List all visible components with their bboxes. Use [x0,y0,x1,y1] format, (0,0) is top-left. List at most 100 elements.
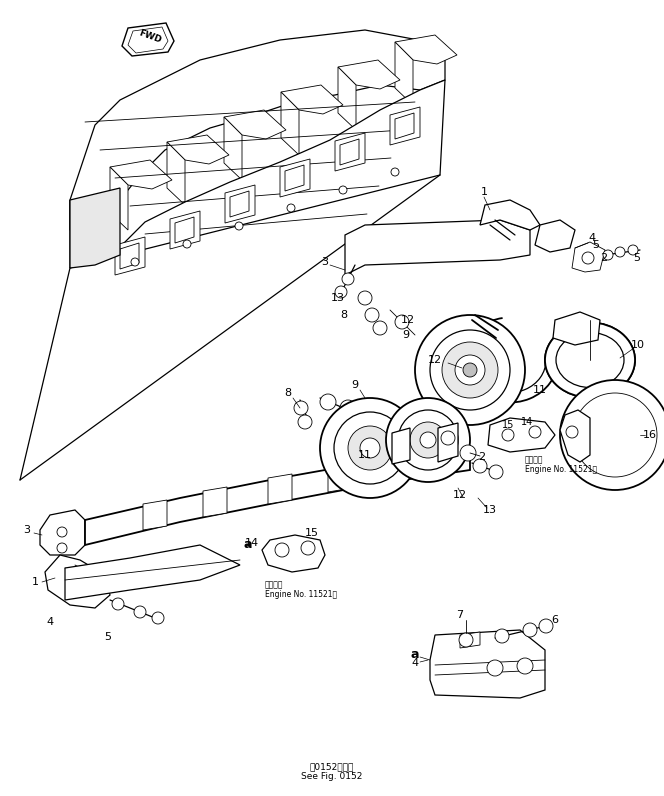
Text: 5: 5 [104,632,112,642]
Polygon shape [572,242,605,272]
Text: 12: 12 [428,355,442,365]
Ellipse shape [556,333,624,388]
Circle shape [560,380,664,490]
Polygon shape [85,448,470,545]
Polygon shape [335,133,365,171]
Circle shape [294,401,308,415]
Text: 10: 10 [631,340,645,350]
Polygon shape [70,80,445,268]
Circle shape [320,398,420,498]
Circle shape [358,291,372,305]
Polygon shape [230,191,249,217]
Text: 9: 9 [402,330,410,340]
Text: 適用号機
Engine No. 11521～: 適用号機 Engine No. 11521～ [525,455,597,474]
Polygon shape [122,23,174,56]
Polygon shape [167,135,229,164]
Circle shape [57,543,67,553]
Polygon shape [395,42,413,105]
Polygon shape [143,500,167,530]
Text: 13: 13 [331,293,345,303]
Polygon shape [40,510,85,555]
Polygon shape [175,217,194,243]
Circle shape [529,426,541,438]
Polygon shape [438,423,458,462]
Circle shape [398,410,458,470]
Polygon shape [110,167,128,230]
Text: 14: 14 [521,417,533,427]
Text: 8: 8 [284,388,291,398]
Polygon shape [488,418,555,452]
Circle shape [386,398,470,482]
Polygon shape [262,535,325,572]
Text: 13: 13 [483,505,497,515]
Circle shape [391,168,399,176]
Circle shape [603,250,613,260]
Text: a: a [244,539,252,552]
Polygon shape [280,159,310,197]
Circle shape [628,245,638,255]
Circle shape [459,633,473,647]
Text: 5: 5 [633,253,641,263]
Circle shape [335,286,347,298]
Circle shape [517,658,533,674]
Polygon shape [70,188,120,268]
Text: 9: 9 [351,380,359,390]
Text: 1: 1 [31,577,39,587]
Polygon shape [395,35,457,64]
Polygon shape [224,110,286,139]
Circle shape [430,330,510,410]
Polygon shape [45,555,110,608]
Circle shape [420,432,436,448]
Circle shape [455,355,485,385]
Polygon shape [285,165,304,191]
Polygon shape [170,211,200,249]
Text: 11: 11 [358,450,372,460]
Circle shape [365,308,379,322]
Text: 12: 12 [453,490,467,500]
Circle shape [339,186,347,194]
Polygon shape [225,185,255,223]
Circle shape [340,400,356,416]
Circle shape [235,222,243,230]
Polygon shape [167,142,185,205]
Circle shape [489,465,503,479]
Polygon shape [328,462,352,492]
Text: 4: 4 [588,233,596,243]
Text: 15: 15 [502,420,514,430]
Circle shape [473,459,487,473]
Circle shape [112,598,124,610]
Ellipse shape [545,322,635,397]
Text: 2: 2 [600,253,608,263]
Circle shape [275,543,289,557]
Text: 3: 3 [321,257,329,267]
Polygon shape [203,487,227,517]
Circle shape [298,415,312,429]
Polygon shape [65,545,240,600]
Circle shape [582,252,594,264]
Circle shape [415,315,525,425]
Circle shape [373,321,387,335]
Circle shape [395,315,409,329]
Text: FWD: FWD [137,29,163,45]
Text: 16: 16 [643,430,657,440]
Text: 第0152図参照
See Fig. 0152: 第0152図参照 See Fig. 0152 [301,762,363,782]
Circle shape [354,405,370,421]
Circle shape [301,541,315,555]
Text: 6: 6 [552,615,558,625]
Polygon shape [281,92,299,155]
Polygon shape [115,237,145,275]
Text: 3: 3 [23,525,31,535]
Circle shape [573,393,657,477]
Polygon shape [395,113,414,139]
Polygon shape [338,67,356,130]
Polygon shape [120,243,139,269]
Circle shape [495,629,509,643]
Text: 12: 12 [401,315,415,325]
Text: 11: 11 [533,385,547,395]
Polygon shape [560,410,590,462]
Polygon shape [224,117,242,180]
Text: 1: 1 [481,187,487,197]
Text: 8: 8 [341,310,347,320]
Polygon shape [535,220,575,252]
Circle shape [334,412,406,484]
